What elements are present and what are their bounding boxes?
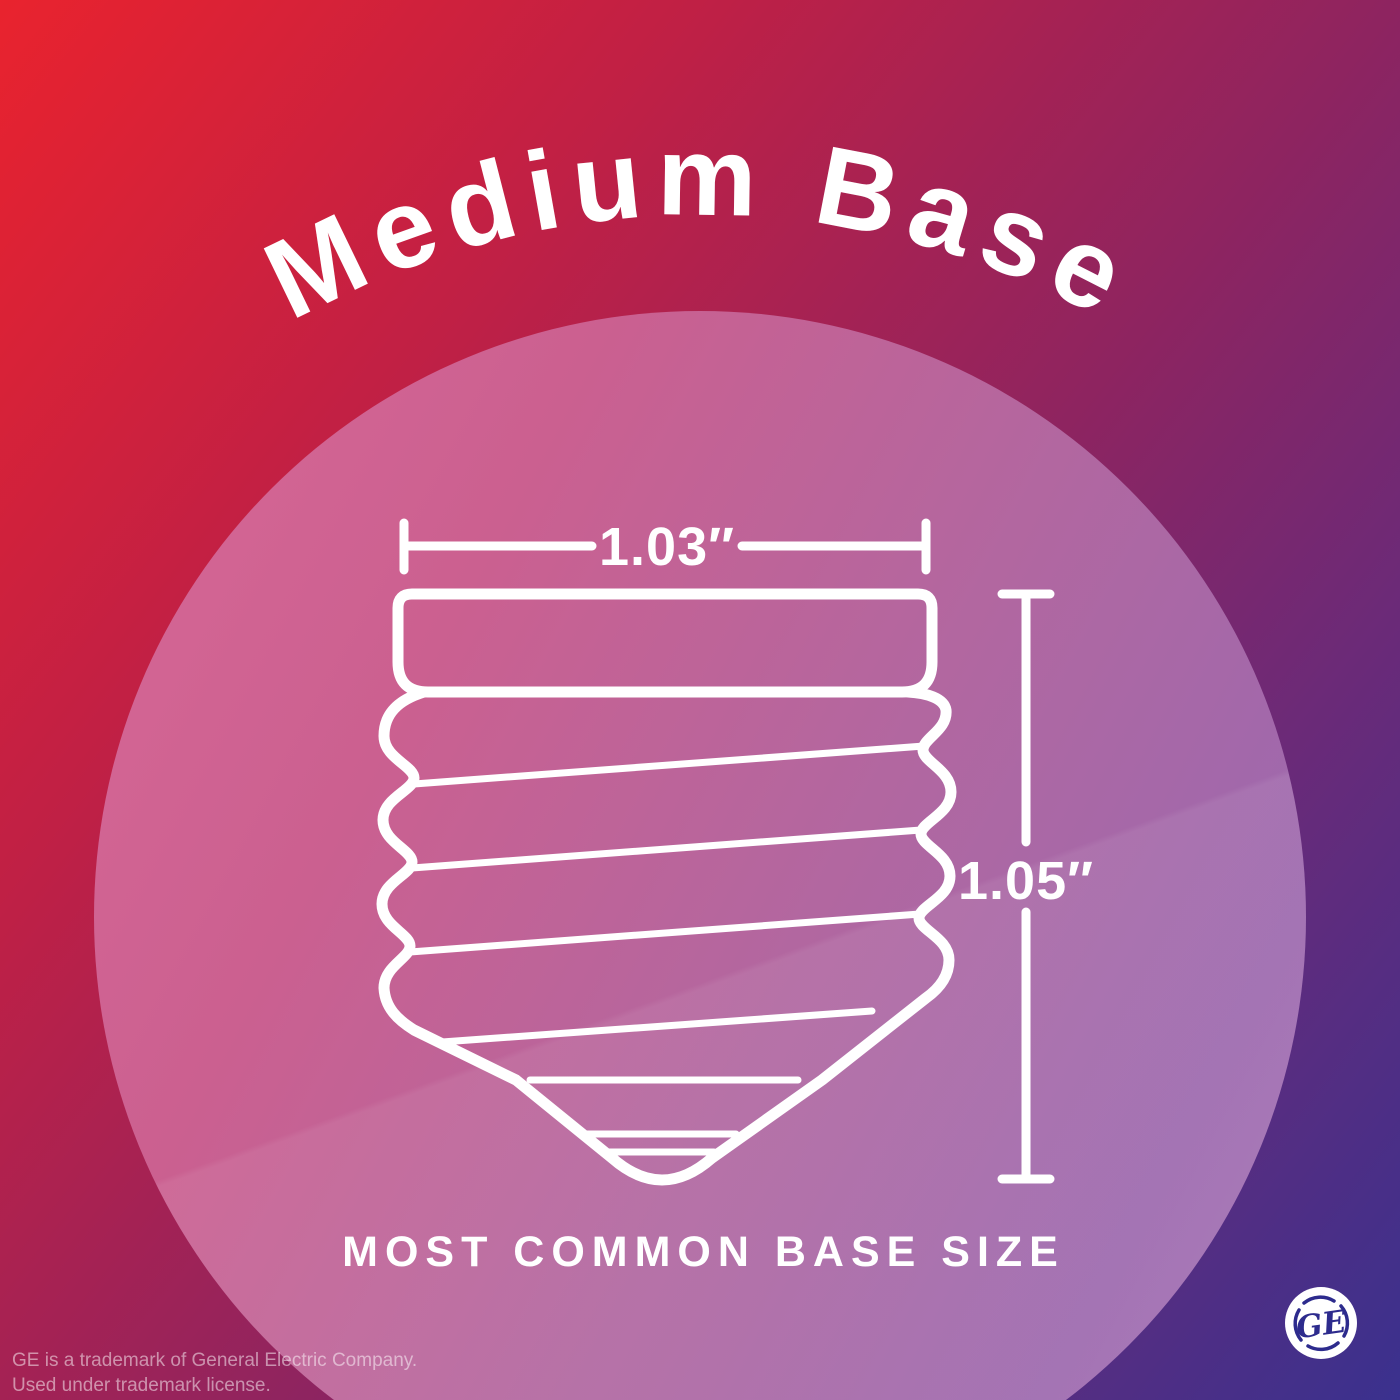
ge-logo-swirl-ring bbox=[1293, 1295, 1350, 1352]
thread-spiral-lines bbox=[406, 742, 928, 1156]
width-dimension-label: 1.03″ bbox=[599, 517, 735, 577]
page-title-text: Medium Base bbox=[247, 113, 1143, 343]
ge-logo-disc bbox=[1285, 1287, 1357, 1359]
bulb-base-drawing bbox=[376, 588, 957, 1186]
page-title: Medium Base bbox=[247, 113, 1155, 343]
width-dimension bbox=[399, 518, 931, 575]
bulb-cap-outline bbox=[392, 588, 938, 698]
ge-logo-icon: GE bbox=[1285, 1287, 1357, 1359]
bulb-thread-outline bbox=[376, 686, 957, 1186]
height-dimension-label: 1.05″ bbox=[958, 851, 1094, 911]
legal-line-1: GE is a trademark of General Electric Co… bbox=[12, 1350, 418, 1371]
tagline: MOST COMMON BASE SIZE bbox=[342, 1228, 1065, 1276]
height-dimension-line bbox=[997, 589, 1055, 1184]
height-dimension bbox=[997, 589, 1055, 1184]
spotlight-circle bbox=[94, 311, 1306, 1400]
legal-disclaimer: GE is a trademark of General Electric Co… bbox=[12, 1348, 417, 1398]
legal-line-2: Used under trademark license. bbox=[12, 1375, 271, 1396]
ge-monogram: GE bbox=[1294, 1304, 1349, 1347]
width-dimension-line bbox=[399, 518, 931, 575]
